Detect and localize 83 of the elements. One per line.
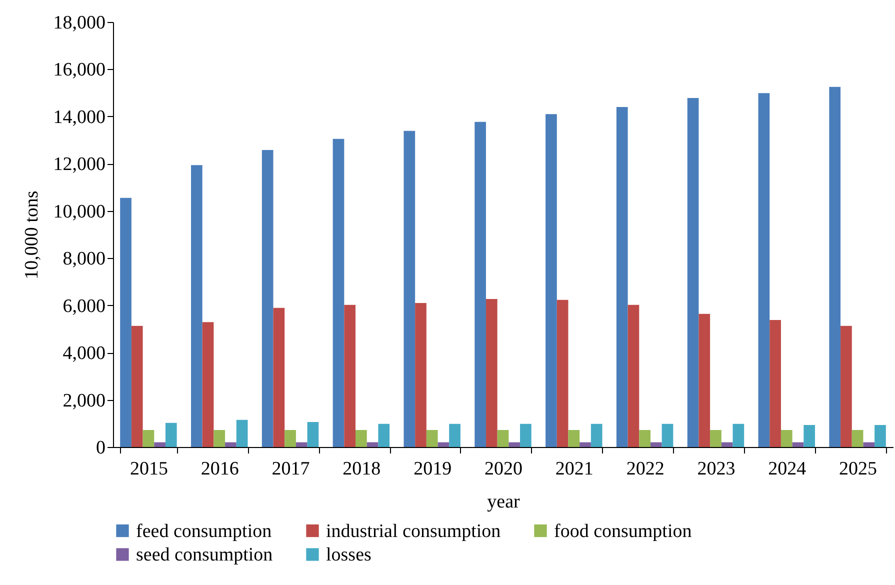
bar [307,422,319,447]
bar [852,430,864,447]
bar [165,422,177,447]
bar [556,300,568,447]
bar [214,430,226,447]
bar [780,430,792,447]
bar [628,304,640,447]
bar [616,107,628,447]
y-tick-label: 2,000 [62,390,106,412]
bar [404,130,416,447]
legend-label: food consumption [554,520,692,542]
bar [426,430,438,447]
y-tick-label: 8,000 [62,248,106,270]
bar [438,442,450,447]
bar [262,150,274,447]
y-tick-label: 10,000 [53,201,106,222]
bar [225,442,236,447]
bar [721,442,733,447]
bar [474,122,486,447]
bar [698,314,710,447]
bar [687,98,699,447]
bar [415,302,426,447]
bar [829,86,841,447]
bar [120,198,132,447]
bar [792,442,804,447]
x-tick-label: 2017 [272,458,310,480]
legend-label: feed consumption [136,520,272,542]
bar [639,430,650,447]
bar [710,430,722,447]
bar [874,425,886,447]
x-tick-label: 2019 [414,458,452,480]
y-tick-label: 0 [96,438,106,458]
bar [131,326,143,447]
bar [840,326,852,447]
x-tick-label: 2022 [626,458,664,480]
bar [142,430,154,447]
bar [580,442,591,447]
bar [273,308,285,447]
x-tick-label: 2021 [555,458,594,480]
y-tick-label: 12,000 [53,154,106,176]
bar [863,442,875,447]
x-tick-label: 2018 [342,458,381,480]
y-tick-label: 14,000 [53,106,106,128]
bar [284,430,296,447]
bar [236,420,248,447]
bar [378,424,390,447]
bar [508,442,520,447]
y-tick-label: 18,000 [53,12,106,34]
bar [344,304,356,447]
legend-label: losses [326,544,372,566]
bar [568,430,580,447]
bar [449,424,460,447]
bar [520,424,532,447]
y-tick-label: 4,000 [62,343,106,364]
y-axis-title: 10,000 tons [21,190,42,280]
bar [202,322,214,447]
bar [356,430,367,447]
bar [732,424,744,447]
bar [546,114,557,447]
bar [662,424,674,447]
x-axis-title: year [487,492,521,512]
x-tick-label: 2024 [768,458,807,480]
bar [191,165,202,447]
bar [154,442,166,447]
x-tick-label: 2020 [484,458,522,480]
bar [366,442,378,447]
legend-label: industrial consumption [326,520,502,542]
bar [804,425,815,447]
bar [770,320,781,447]
x-tick-label: 2025 [839,458,878,480]
bar [332,138,344,447]
bar [486,298,498,447]
y-tick-label: 16,000 [53,60,106,81]
bar [590,424,602,447]
y-tick-label: 6,000 [62,296,106,317]
bar [497,430,509,447]
bar [296,442,308,447]
bar [650,442,662,447]
x-tick-label: 2015 [130,458,168,480]
legend-label: seed consumption [136,544,274,566]
bar [758,93,770,447]
x-tick-label: 2023 [697,458,736,480]
x-tick-label: 2016 [200,458,239,480]
